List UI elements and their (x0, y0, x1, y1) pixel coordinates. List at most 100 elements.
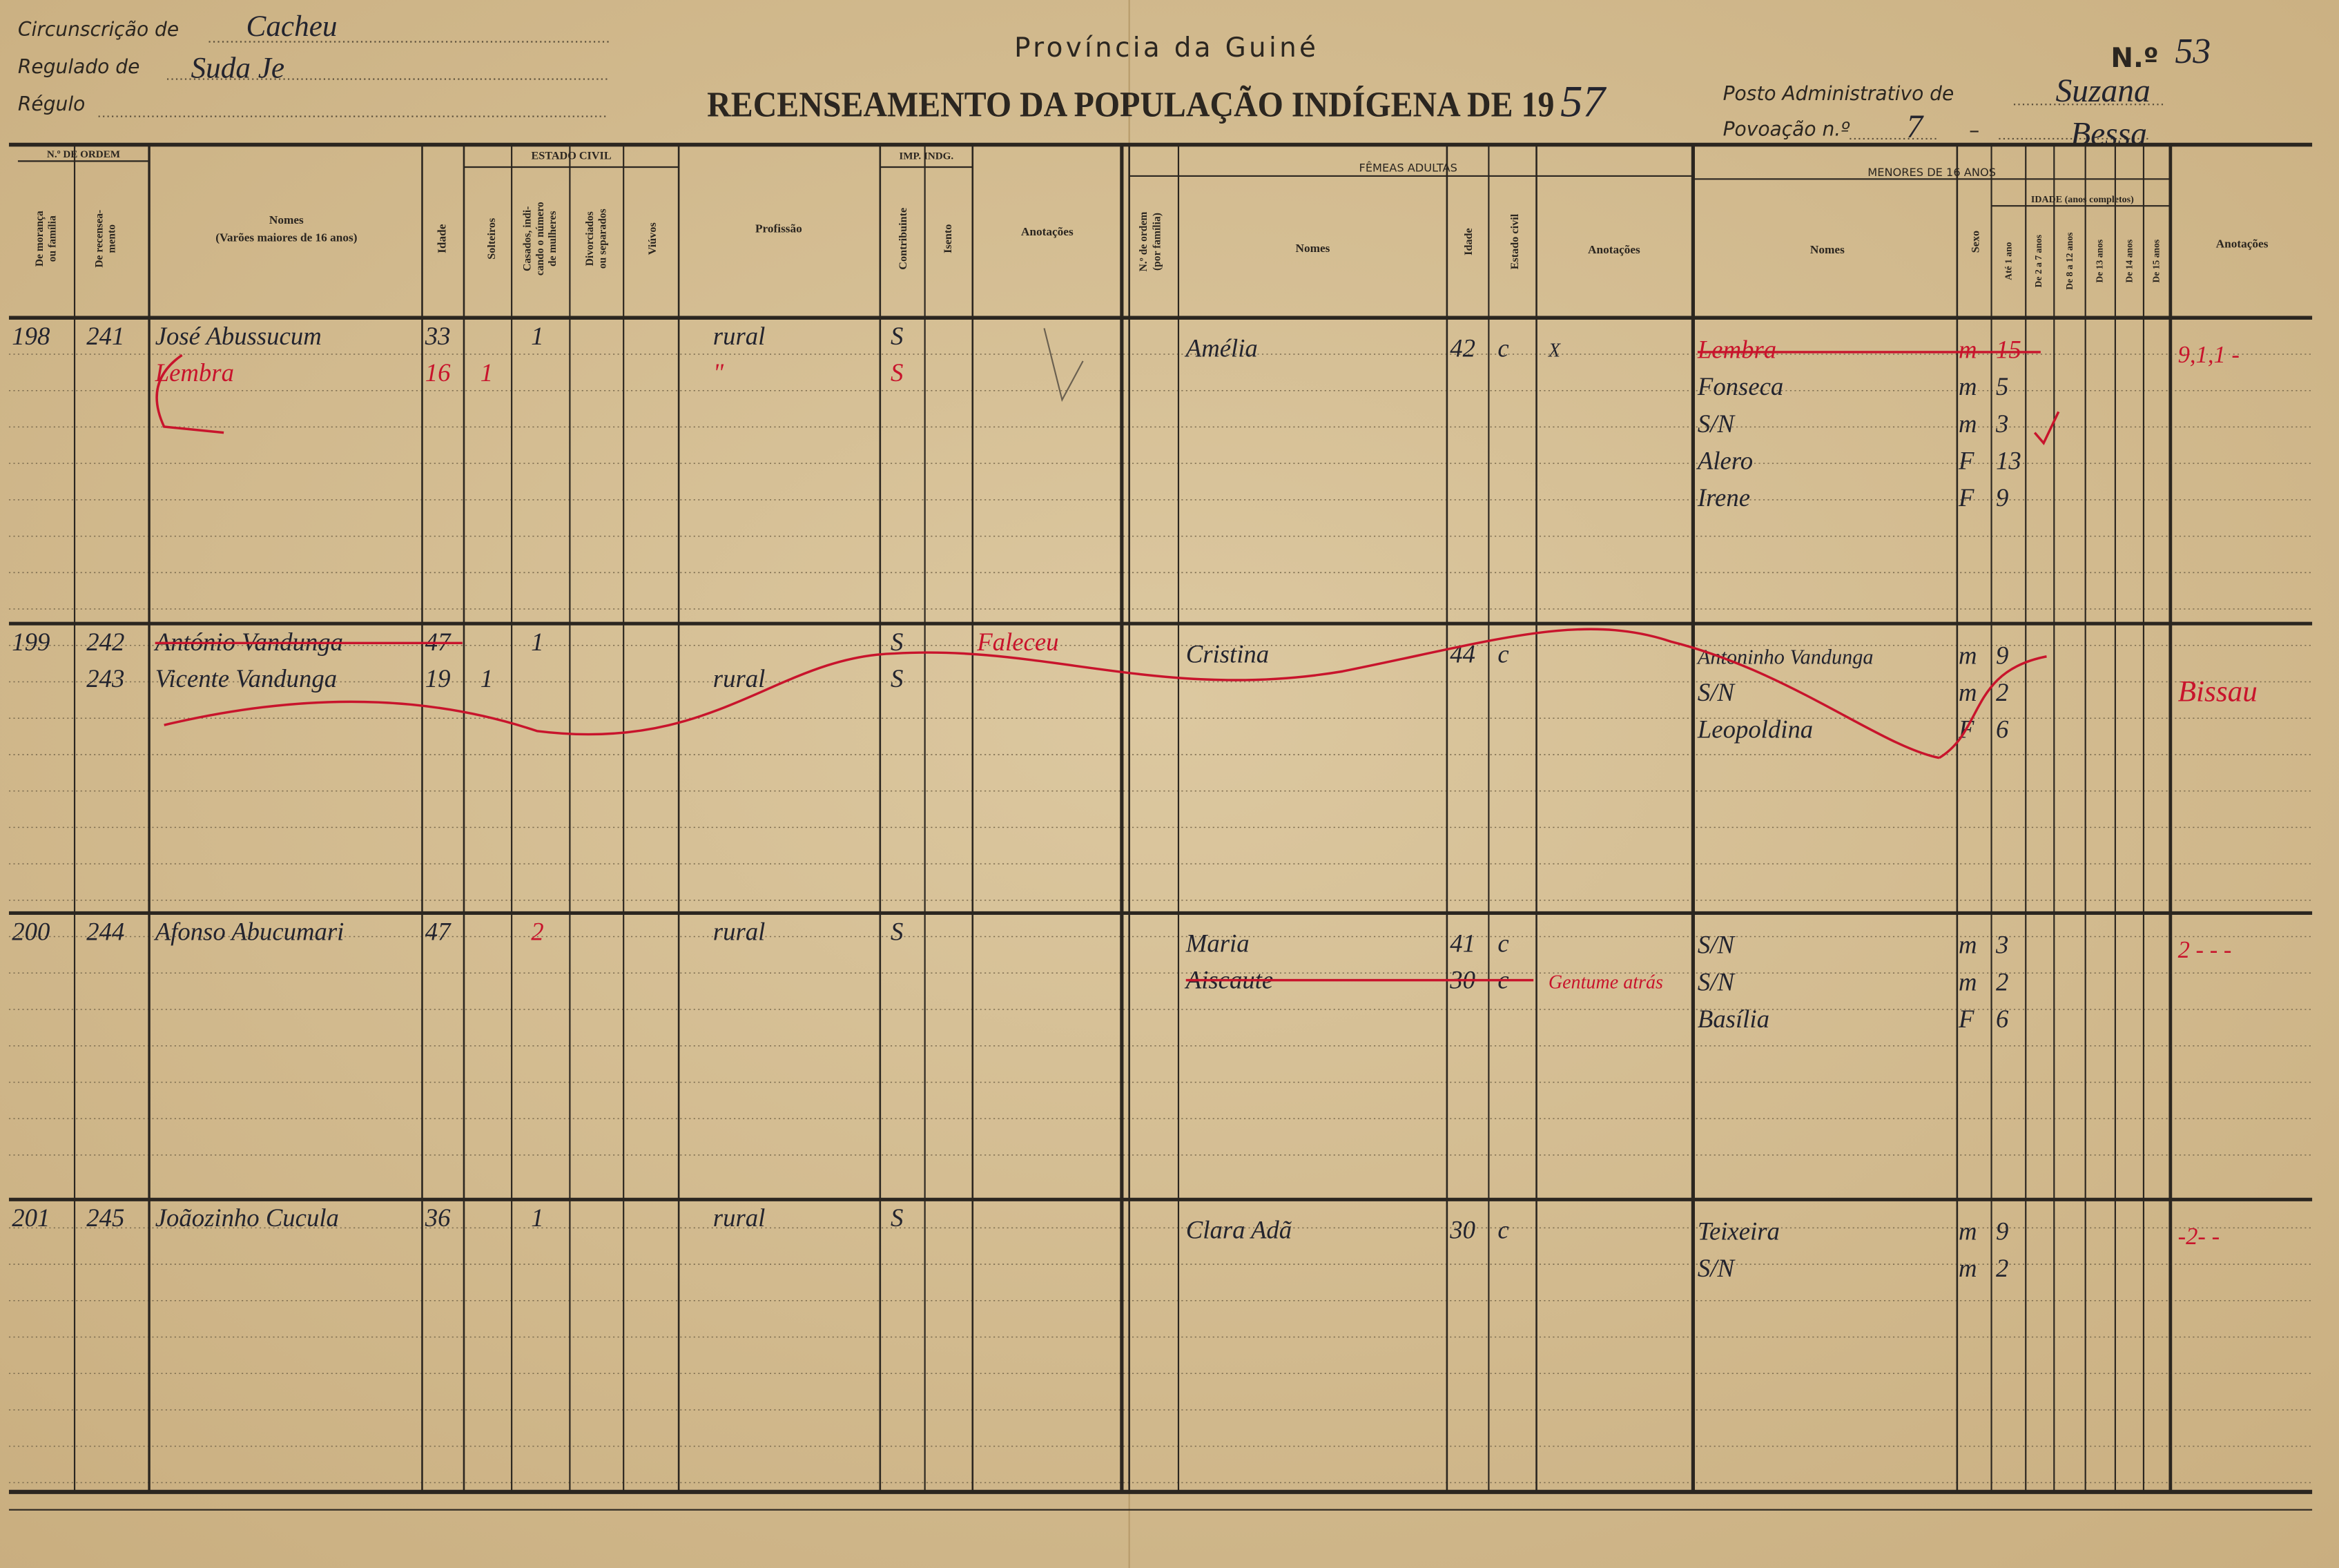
handwritten-entry: Fonseca (1697, 372, 1783, 400)
title: RECENSEAMENTO DA POPULAÇÃO INDÍGENA DE 1… (707, 85, 1554, 125)
handwritten-entry: 13 (1996, 446, 2021, 474)
label: N.º (2110, 43, 2158, 74)
province: Província da Guiné (1014, 32, 1319, 64)
handwritten-entry: Maria (1185, 929, 1250, 958)
handwritten-entry: m (1959, 372, 1977, 400)
handwritten-entry: m (1959, 931, 1977, 959)
handwritten-entry: 1 (531, 1203, 543, 1232)
column-headers: N.º DE ORDEM Nomes (Varões maiores de 16 a… (34, 149, 2269, 290)
handwritten-entry: Alero (1696, 446, 1753, 474)
handwritten-entry: 47 (425, 917, 452, 945)
column-header: ou família (46, 215, 58, 262)
column-header: De 13 anos (2094, 240, 2104, 283)
handwritten-entry: S (891, 664, 903, 693)
handwritten-entry: 201 (12, 1203, 50, 1232)
handwritten-entry: 199 (12, 628, 50, 656)
handwritten-entry: F (1958, 1005, 1974, 1033)
handwritten-entry: Gentume atrás (1549, 972, 1663, 994)
handwritten-entry: Faleceu (976, 628, 1058, 656)
handwritten-entry: S/N (1698, 1254, 1736, 1282)
label: Circunscrição de (18, 18, 179, 41)
tick-mark (1043, 328, 1084, 403)
handwritten-entry: m (1959, 641, 1977, 670)
column-header: Profissão (755, 222, 802, 235)
handwritten-entry: Lembra (1697, 336, 1776, 364)
handwritten-entry: m (1959, 336, 1977, 364)
handwritten-entry: 2 (531, 917, 543, 945)
handwritten-entry: rural (713, 917, 765, 945)
handwritten-entry: " (713, 358, 724, 387)
handwritten: Bessa (2070, 117, 2147, 153)
handwritten-entry: rural (713, 664, 765, 693)
handwritten-entry: 9,1,1 - (2178, 342, 2240, 368)
column-header: cando o número (534, 202, 546, 275)
column-header: IMP. INDG. (899, 151, 953, 162)
column-header: FÊMEAS ADULTAS (1359, 162, 1457, 175)
handwritten-entry: Basília (1698, 1005, 1769, 1033)
label: – (1969, 119, 1979, 143)
handwritten-entry: S (891, 917, 903, 945)
column-header: N.º de ordem (1138, 212, 1149, 272)
column-header: Idade (436, 224, 449, 253)
label: Régulo (18, 93, 85, 115)
handwritten-entry: José Abussucum (155, 322, 322, 350)
handwritten-entry: 33 (425, 322, 451, 350)
handwritten: 57 (1560, 77, 1607, 127)
column-header: De morança (34, 211, 46, 267)
handwritten: Suzana (2055, 73, 2150, 109)
column-header: De 2 a 7 anos (2033, 235, 2044, 287)
column-header: Idade (1462, 228, 1475, 255)
handwritten-entry: Lembra (155, 358, 234, 387)
column-header: Sexo (1970, 231, 1982, 253)
handwritten-entry: 242 (86, 628, 124, 656)
handwritten-entry: S (891, 1203, 903, 1232)
handwritten-entry: 245 (86, 1203, 124, 1232)
column-header: Estado civil (1508, 213, 1521, 269)
handwritten-entry: 200 (12, 917, 50, 945)
handwritten-entry: 1 (531, 322, 543, 350)
handwritten-entry: 1 (481, 358, 493, 387)
handwritten-entry: 9 (1996, 641, 2008, 670)
handwritten-entry: Vicente Vandunga (155, 664, 337, 693)
handwritten-entry: Antoninho Vandunga (1696, 646, 1874, 669)
handwritten-entry: Clara Adã (1186, 1215, 1292, 1243)
handwritten: Cacheu (246, 10, 338, 43)
column-header: Anotações (1588, 243, 1640, 256)
column-header: de mulheres (547, 211, 559, 266)
handwritten-entry: Leopoldina (1697, 715, 1813, 744)
handwritten-entry: c (1497, 639, 1508, 668)
handwritten-entry: Joãozinho Cucula (155, 1203, 339, 1232)
handwritten-entry: Teixeira (1698, 1217, 1780, 1246)
handwritten-entry: 36 (425, 1203, 451, 1232)
column-header: Anotações (1021, 225, 1074, 238)
handwritten-entry: m (1959, 1217, 1977, 1246)
label: Regulado de (18, 55, 139, 78)
column-header: Nomes (269, 213, 304, 226)
handwritten-entry: 2 - - - (2178, 937, 2232, 963)
column-header: Solteiros (485, 218, 498, 260)
handwritten-entry: S (891, 628, 903, 656)
handwritten-entry: Irene (1697, 483, 1750, 512)
handwritten-entry: 1 (481, 664, 493, 693)
handwritten-entry: c (1497, 333, 1508, 362)
handwritten-entry: Bissau (2178, 675, 2258, 708)
column-header: (por família) (1151, 213, 1163, 271)
column-header: Divorciados (584, 211, 596, 266)
handwritten-entry: 2 (1996, 1254, 2008, 1282)
handwritten-entry: 198 (12, 322, 50, 350)
column-header: IDADE (anos completos) (2031, 194, 2134, 205)
handwritten-entry: 3 (1995, 409, 2008, 438)
fill-lines (98, 41, 2164, 140)
handwritten-entry: S (891, 322, 903, 350)
handwritten-entry: rural (713, 322, 765, 350)
handwritten-entry: Amélia (1184, 333, 1258, 362)
red-marks (155, 354, 2060, 759)
handwritten-entry: 42 (1450, 333, 1475, 362)
handwritten-entry: 3 (1995, 931, 2008, 959)
handwritten: 7 (1906, 109, 1924, 145)
handwritten-entry: -2- - (2178, 1223, 2220, 1250)
handwritten-entry: 19 (425, 664, 451, 693)
